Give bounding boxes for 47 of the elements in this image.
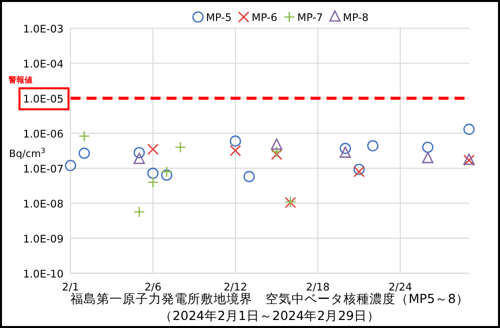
point	[134, 152, 145, 164]
text: （2024年2月1日～2024年2月29日）	[160, 308, 380, 323]
point	[353, 166, 365, 178]
y-tick-label: 1.0E-07	[23, 163, 64, 176]
y-tick-label: 1.0E-09	[23, 233, 64, 246]
y-tick-label: 1.0E-04	[23, 58, 64, 70]
point	[64, 160, 76, 172]
point	[174, 142, 186, 153]
point	[243, 170, 255, 182]
point	[147, 168, 159, 179]
ref-line-label: 警報値	[8, 75, 32, 84]
x-tick-label: 2/6	[144, 281, 162, 294]
point	[463, 124, 475, 135]
point	[230, 135, 242, 147]
legend-label: MP-5	[206, 12, 232, 24]
point	[78, 130, 90, 142]
point	[78, 148, 90, 159]
point	[134, 147, 145, 158]
point	[340, 142, 351, 154]
point	[161, 169, 172, 181]
point	[367, 140, 378, 152]
point	[270, 138, 282, 150]
point	[230, 144, 242, 156]
y-tick-label: 1.0E-08	[23, 198, 64, 210]
point	[270, 148, 282, 160]
point	[340, 146, 351, 158]
text: 福島第一原子力発電所敷地境界 空気中ベータ核種濃度（MP5～8）	[70, 291, 469, 306]
y-axis-title: Bq/cm$^{3}$	[9, 147, 46, 160]
point	[134, 206, 145, 218]
point	[270, 146, 282, 158]
point	[353, 164, 365, 176]
legend-label: MP-6	[252, 12, 278, 24]
point	[147, 144, 159, 155]
point	[147, 176, 159, 188]
point	[161, 166, 172, 178]
point	[422, 142, 434, 153]
x-tick-label: 2/1	[62, 281, 79, 294]
y-tick-label: 1.0E-10	[23, 268, 64, 280]
y-tick-label: 1.0E-06	[23, 128, 64, 140]
point	[422, 152, 434, 164]
x-tick-label: 2/24	[388, 281, 412, 294]
legend-label: MP-8	[342, 12, 369, 24]
x-tick-label: 2/18	[306, 281, 330, 294]
legend-label: MP-7	[297, 12, 323, 24]
y-tick-label: 1.0E-03	[23, 23, 64, 36]
y-tick-label: 1.0E-05	[23, 93, 64, 106]
x-tick-label: 2/12	[224, 281, 248, 294]
